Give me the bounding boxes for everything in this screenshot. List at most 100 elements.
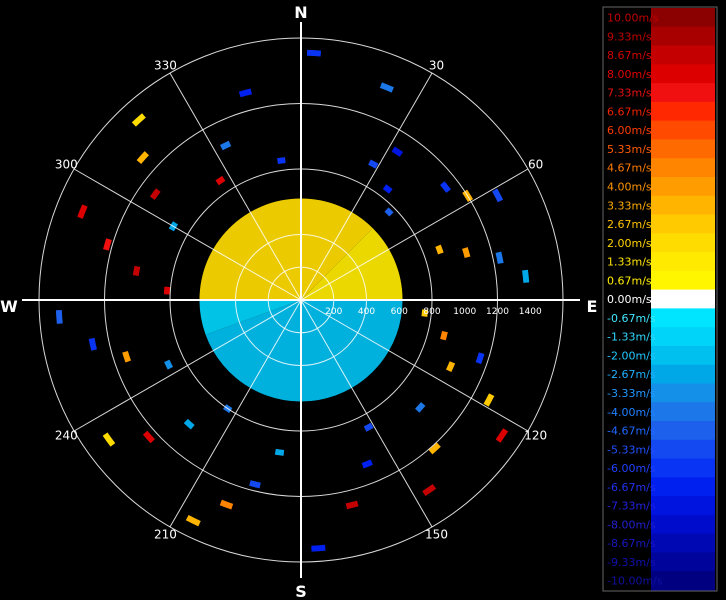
scatter-cell (55, 310, 63, 324)
scatter-cell (142, 430, 155, 444)
compass-west-label: W (0, 297, 18, 316)
colorbar-swatch (651, 214, 715, 234)
colorbar-swatch (651, 45, 715, 65)
scatter-cell (462, 247, 471, 258)
scatter-cell (435, 244, 444, 255)
scatter-cell (421, 309, 429, 317)
colorbar-label: -4.67m/s (607, 425, 656, 438)
colorbar-label: 6.67m/s (607, 105, 652, 118)
scatter-cell (382, 184, 393, 194)
scatter-cell (274, 448, 285, 456)
scatter-cell (215, 175, 226, 186)
near-field-sector-3 (205, 300, 403, 402)
colorbar-label: -6.67m/s (607, 481, 656, 494)
colorbar-swatch (651, 64, 715, 84)
scatter-cell (132, 265, 141, 277)
range-tick-label: 400 (358, 307, 375, 317)
colorbar-label: -8.67m/s (607, 537, 656, 550)
scatter-cell (163, 286, 171, 295)
colorbar-label: 6.00m/s (607, 124, 652, 137)
scatter-cell (136, 151, 149, 164)
scatter-returns (55, 49, 530, 552)
scatter-cell (415, 402, 426, 413)
scatter-cell (77, 204, 88, 219)
colorbar-label: -4.00m/s (607, 406, 656, 419)
colorbar-swatch (651, 571, 715, 591)
range-tick-label: 1200 (486, 307, 509, 317)
scatter-cell (345, 500, 359, 510)
colorbar-label: 9.33m/s (607, 30, 652, 43)
colorbar-swatch (651, 83, 715, 103)
scatter-cell (164, 359, 174, 370)
scatter-cell (185, 515, 201, 527)
scatter-cell (219, 499, 234, 510)
colorbar-swatch (651, 308, 715, 328)
scatter-cell (306, 49, 322, 57)
colorbar-swatch (651, 176, 715, 197)
colorbar-label: 1.33m/s (607, 256, 652, 269)
colorbar-swatch (651, 26, 715, 47)
scatter-cell (219, 140, 232, 151)
scatter-cell (522, 269, 530, 283)
compass-east-label: E (587, 297, 598, 316)
bearing-label: 30 (429, 58, 444, 72)
colorbar-label: 0.00m/s (607, 293, 652, 306)
colorbar-swatch (651, 270, 715, 291)
scatter-cell (368, 159, 379, 169)
colorbar-swatch (651, 383, 715, 403)
scatter-cell (249, 480, 261, 489)
colorbar-swatch (651, 421, 715, 441)
bearing-label: 120 (524, 429, 547, 443)
colorbar-swatch (651, 101, 715, 122)
scatter-cell (311, 544, 326, 552)
scatter-cell (446, 361, 456, 373)
bearing-label: 150 (425, 528, 448, 542)
scatter-cell (440, 181, 451, 193)
near-field-sector-2 (301, 228, 403, 300)
compass-south-label: S (295, 582, 307, 600)
colorbar-swatch (651, 402, 715, 422)
colorbar-swatch (651, 8, 715, 28)
scatter-cell (183, 418, 195, 430)
colorbar-label: 4.00m/s (607, 180, 652, 193)
scatter-cell (363, 422, 374, 432)
colorbar-swatch (651, 364, 715, 384)
scatter-cell (103, 238, 112, 251)
colorbar-label: -7.33m/s (607, 500, 656, 513)
colorbar-swatch (651, 120, 715, 140)
bearing-spoke (73, 299, 302, 432)
cardinal-axes (22, 22, 580, 578)
colorbar-swatch (651, 139, 715, 159)
scatter-cell (149, 188, 161, 200)
bearing-labels: 30 60 120 150 210 240 300 330 (55, 58, 547, 541)
colorbar-swatch (651, 233, 715, 253)
bearing-spoke (169, 72, 302, 301)
near-field-sector-0 (199, 198, 301, 300)
colorbar-swatch (651, 195, 715, 216)
colorbar-label: 3.33m/s (607, 199, 652, 212)
bearing-label: 330 (154, 58, 177, 72)
scatter-cell (483, 393, 495, 407)
colorbar-label: 5.33m/s (607, 143, 652, 156)
scatter-cell (495, 251, 504, 264)
colorbar-swatch (651, 345, 715, 366)
bearing-label: 210 (154, 528, 177, 542)
colorbar-swatch (651, 327, 715, 347)
near-field-sector-1 (301, 198, 373, 300)
scatter-cell (495, 428, 509, 443)
colorbar-swatch (651, 477, 715, 497)
range-tick-label: 1000 (453, 307, 476, 317)
bearing-spoke (300, 72, 433, 301)
colorbar-label: 2.67m/s (607, 218, 652, 231)
colorbar-swatch (651, 289, 715, 309)
colorbar-label: -9.33m/s (607, 556, 656, 569)
near-field-returns (199, 198, 403, 402)
colorbar-swatch (651, 533, 715, 553)
colorbar-label: -2.00m/s (607, 349, 656, 362)
scatter-cell (391, 146, 404, 157)
scatter-cell (428, 442, 441, 455)
scatter-cell (361, 459, 373, 469)
colorbar-swatch (651, 514, 715, 535)
colorbar-label: 0.67m/s (607, 274, 652, 287)
